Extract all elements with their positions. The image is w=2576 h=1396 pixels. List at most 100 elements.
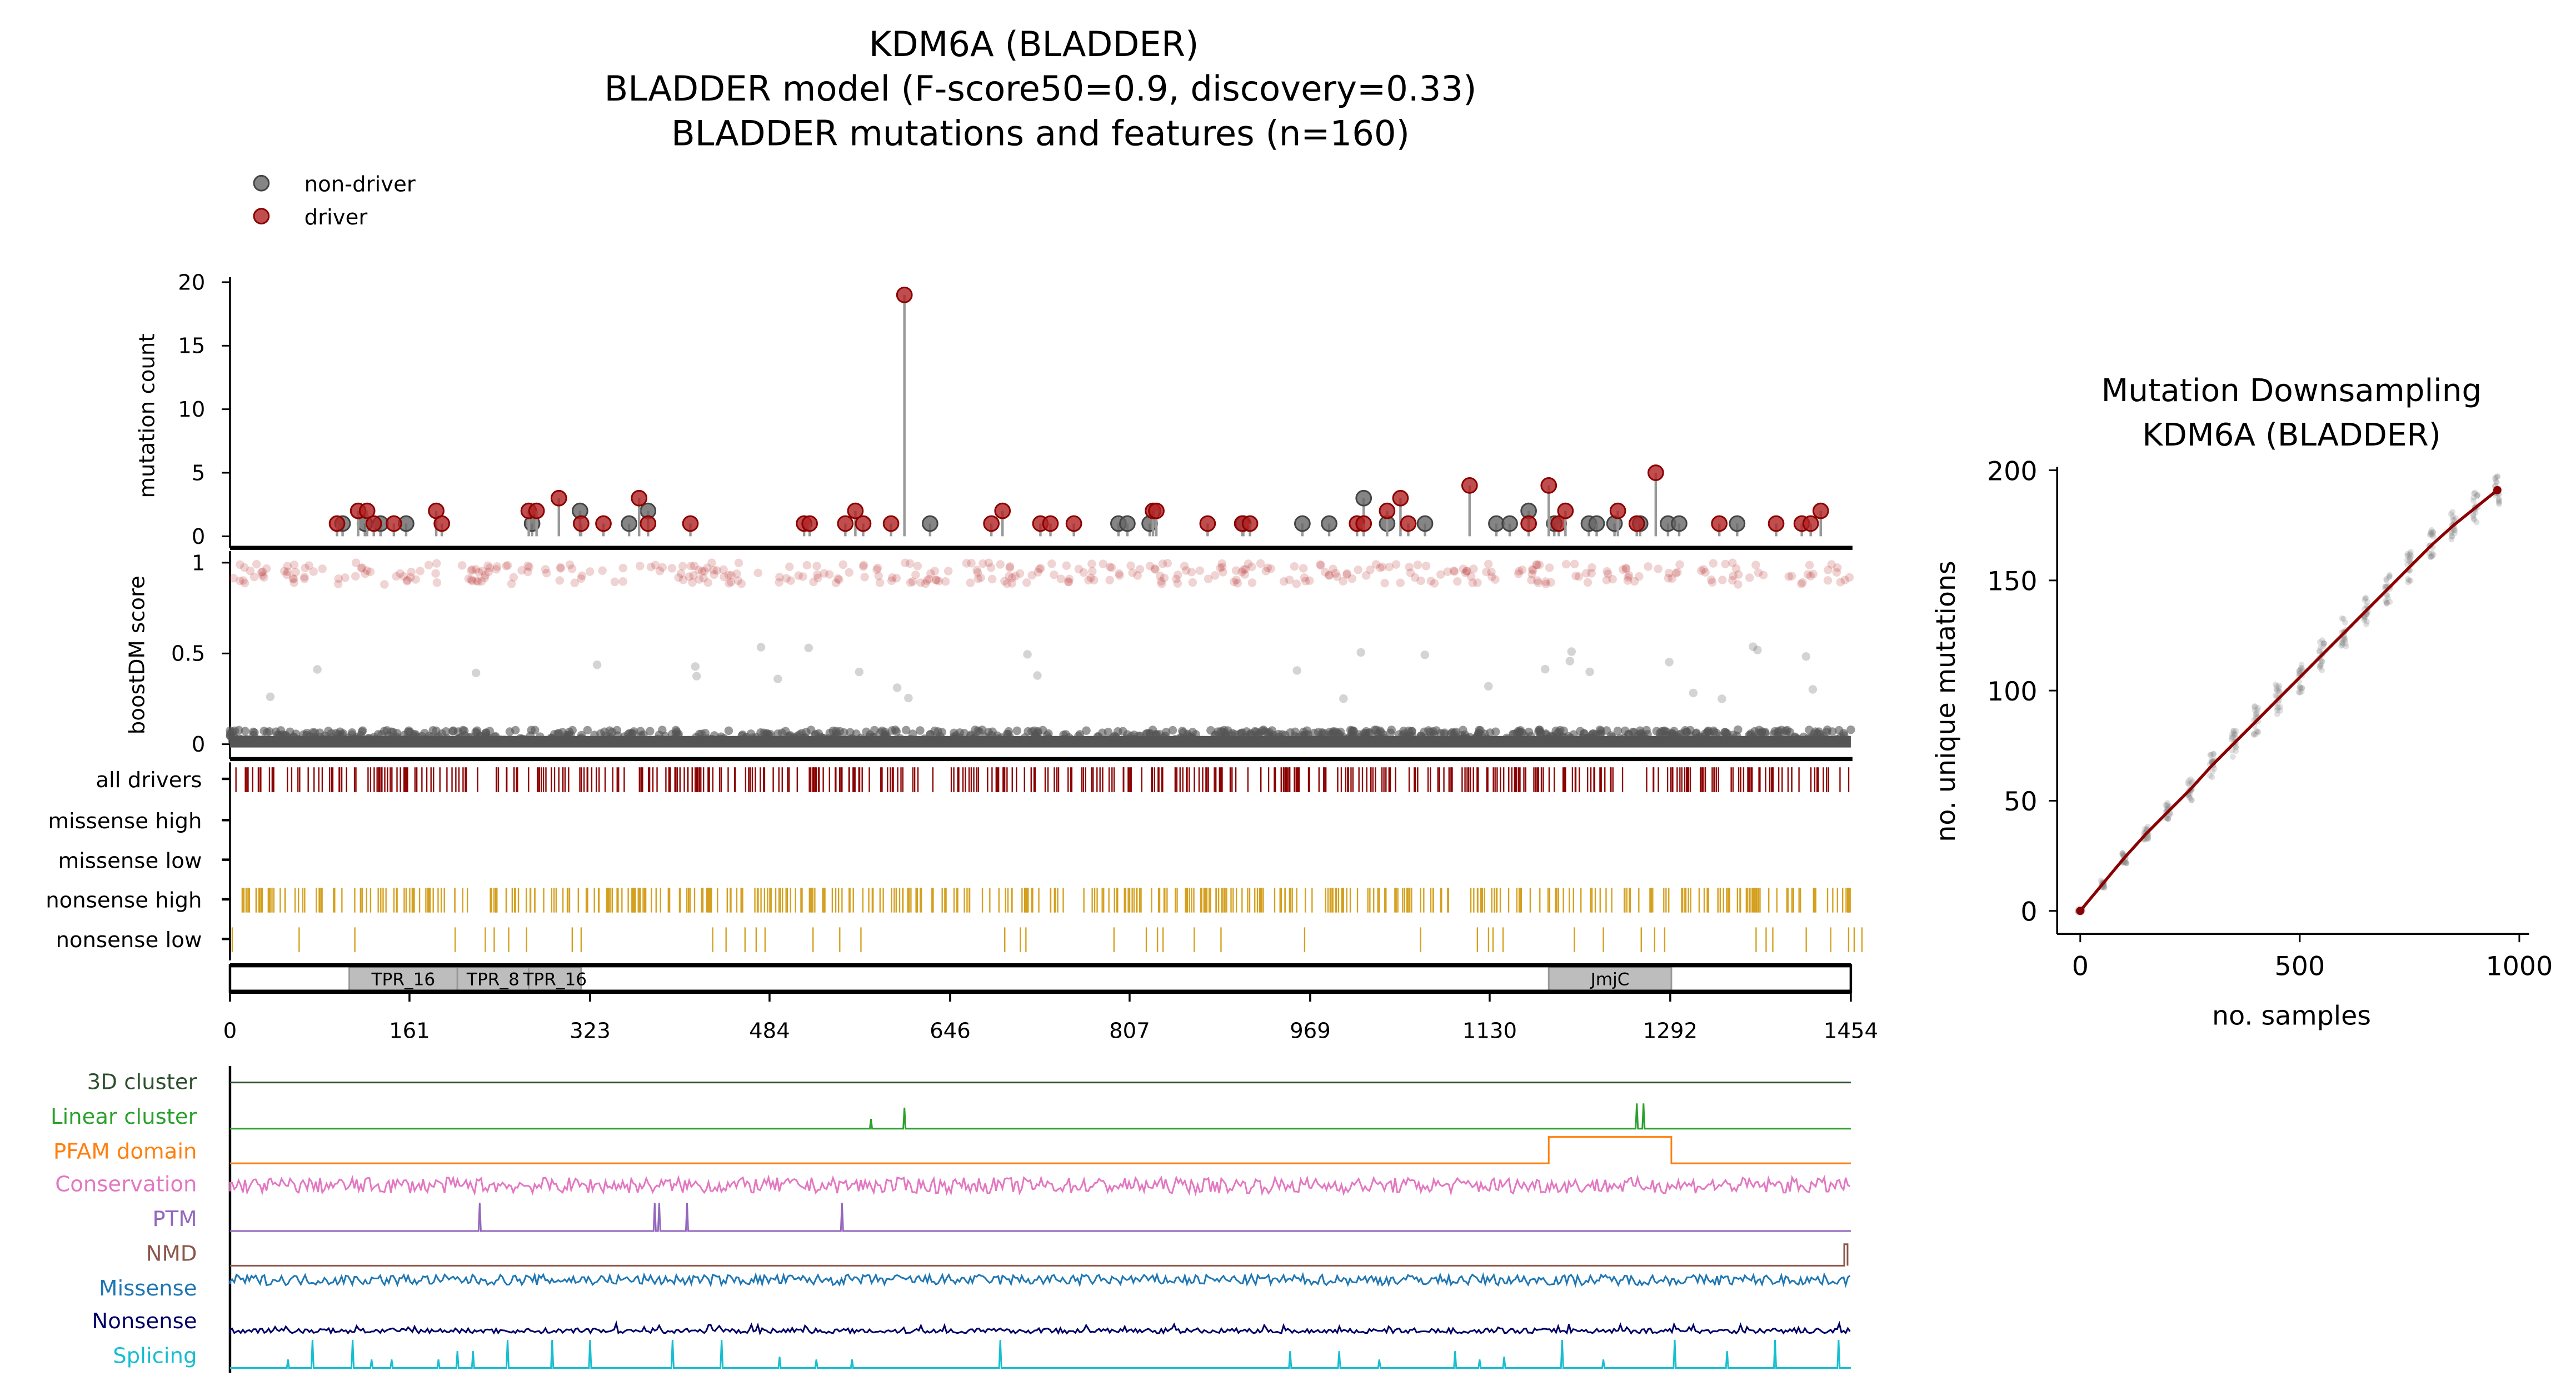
boostdm-driver-point	[1099, 559, 1108, 568]
boostdm-driver-point	[1316, 560, 1325, 569]
boostdm-driver-point	[1316, 561, 1325, 570]
downsampling-ylabel: no. unique mutations	[1931, 561, 1961, 842]
downsampling-sample-point	[2274, 704, 2280, 711]
boostdm-nondriver-point	[1658, 738, 1666, 747]
boostdm-driver-point	[859, 561, 868, 569]
boostdm-driver-point	[1074, 564, 1084, 574]
boostdm-nondriver-point	[1286, 728, 1295, 737]
downsampling-sample-point	[2448, 511, 2454, 517]
downsampling-sample-point	[2493, 478, 2499, 484]
boostdm-driver-point	[1174, 571, 1182, 579]
downsampling-sample-point	[2297, 689, 2303, 696]
boostdm-nondriver-point	[777, 728, 787, 737]
boostdm-nondriver-point	[1596, 727, 1606, 735]
boostdm-driver-point	[976, 573, 985, 582]
boostdm-driver-point	[1050, 570, 1059, 579]
downsampling-sample-point	[2317, 644, 2324, 651]
downsampling-xtick-label: 1000	[2485, 952, 2553, 982]
boostdm-driver-point	[678, 562, 687, 571]
boostdm-driver-point	[1247, 562, 1256, 571]
downsampling-sample-point	[2449, 534, 2455, 540]
downsampling-xtick-label: 500	[2275, 952, 2325, 982]
downsampling-sample-point	[2233, 743, 2239, 750]
downsampling-sample-point	[2383, 599, 2390, 606]
downsampling-sample-point	[2342, 638, 2348, 644]
downsampling-sample-point	[2211, 765, 2218, 772]
boostdm-driver-point	[1469, 564, 1478, 573]
downsampling-sample-point	[2163, 802, 2169, 808]
boostdm-plot: boostDM score 0 0.5 1	[124, 551, 1855, 762]
boostdm-driver-point	[1515, 567, 1524, 576]
downsampling-sample-point	[2450, 517, 2456, 523]
boostdm-driver-point	[1487, 572, 1496, 582]
boostdm-driver-point	[1546, 578, 1555, 587]
downsampling-sample-point	[2233, 728, 2239, 734]
driver-point	[882, 515, 900, 532]
boostdm-nondriver-point	[1387, 725, 1396, 734]
domain-label: JmjC	[1590, 969, 1630, 989]
boostdm-driver-point	[1529, 566, 1537, 575]
boostdm-driver-point	[1673, 568, 1682, 577]
downsampling-sample-point	[2208, 757, 2215, 764]
boostdm-mid-point	[1753, 646, 1762, 654]
driver-point	[358, 502, 376, 519]
downsampling-sample-point	[2470, 516, 2477, 522]
boostdm-driver-point	[1449, 566, 1459, 576]
boostdm-nondriver-point	[577, 730, 586, 740]
boostdm-driver-point	[1002, 579, 1012, 588]
driver-point	[1647, 464, 1664, 481]
driver-point	[1400, 515, 1417, 532]
boostdm-driver-point	[1325, 571, 1334, 580]
boostdm-driver-point	[1219, 568, 1227, 577]
boostdm-mid-point	[904, 693, 913, 703]
downsampling-sample-point	[2364, 599, 2371, 606]
boostdm-nondriver-point	[636, 731, 646, 740]
boostdm-driver-point	[1745, 573, 1754, 582]
driver-point	[550, 489, 567, 507]
boostdm-driver-point	[252, 559, 261, 569]
boostdm-driver-point	[300, 572, 309, 582]
downsampling-sample-point	[2164, 802, 2171, 809]
boostdm-driver-point	[1232, 576, 1241, 584]
downsampling-sample-point	[2273, 681, 2279, 688]
boostdm-driver-point	[1602, 567, 1611, 576]
downsampling-sample-point	[2429, 553, 2435, 559]
downsampling-sample-point	[2472, 509, 2479, 516]
boostdm-driver-point	[402, 577, 412, 586]
boostdm-driver-point	[1729, 571, 1738, 581]
boostdm-mid-point	[1665, 658, 1674, 667]
boostdm-driver-point	[732, 569, 741, 578]
boostdm-driver-point	[507, 579, 516, 588]
downsampling-sample-point	[2428, 529, 2434, 536]
downsampling-sample-point	[2364, 618, 2370, 625]
boostdm-driver-point	[913, 562, 922, 571]
boostdm-nondriver-point	[226, 730, 235, 739]
downsampling-sample-point	[2119, 849, 2126, 856]
downsampling-sample-point	[2228, 736, 2235, 743]
downsampling-sample-point	[2297, 686, 2304, 692]
driver-point	[328, 515, 346, 532]
downsampling-sample-point	[2275, 688, 2282, 695]
boostdm-driver-point	[709, 566, 718, 575]
boostdm-driver-point	[1145, 562, 1155, 571]
downsampling-sample-point	[2320, 643, 2327, 649]
downsampling-ytick-label: 150	[1987, 567, 2038, 597]
boostdm-driver-point	[1181, 566, 1191, 575]
boostdm-driver-point	[1157, 579, 1166, 588]
downsampling-sample-point	[2317, 639, 2323, 646]
boostdm-driver-point	[1675, 560, 1684, 569]
downsampling-sample-point	[2252, 731, 2259, 738]
boostdm-driver-point	[782, 574, 791, 583]
downsampling-sample-point	[2470, 511, 2477, 518]
boostdm-driver-point	[556, 563, 565, 572]
downsampling-start-point	[2076, 907, 2085, 915]
protein-domain-axis: TPR_16 TPR_8 TPR_16 JmjC 0 161 323 484 646 807 96…	[223, 963, 1878, 1043]
lollipop-ytick-label: 10	[178, 397, 205, 422]
boostdm-nondriver-point	[1141, 738, 1150, 747]
boostdm-mid-point	[855, 667, 864, 677]
boostdm-driver-point	[996, 560, 1005, 569]
boostdm-driver-point	[925, 574, 933, 584]
driver-point	[1355, 515, 1372, 532]
nondriver-point	[1729, 515, 1746, 532]
boostdm-driver-point	[689, 571, 698, 580]
